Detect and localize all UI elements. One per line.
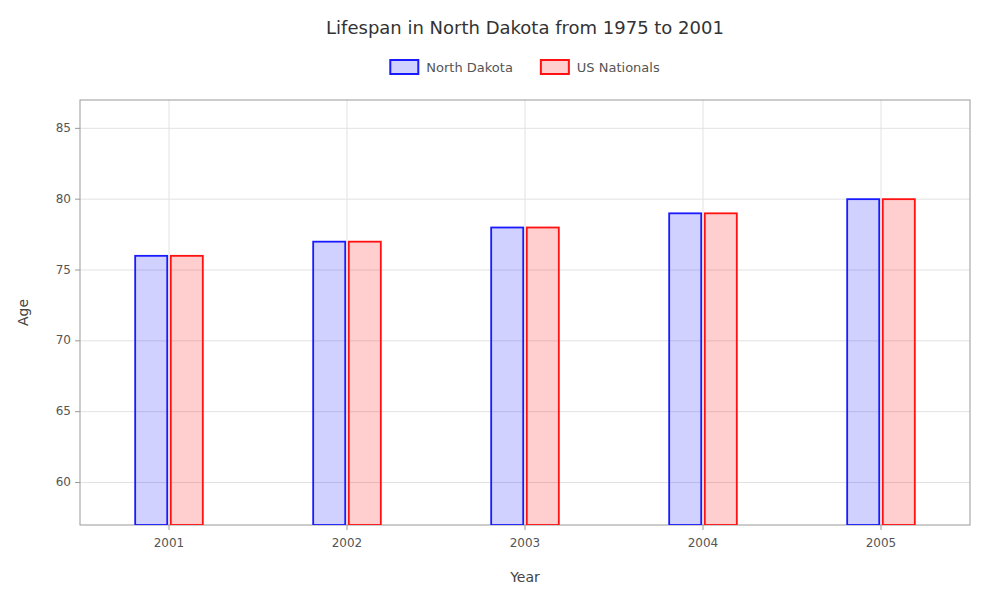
x-grid-line xyxy=(169,100,170,525)
x-tick-label: 2001 xyxy=(154,536,185,550)
y-tick xyxy=(75,270,80,271)
bar xyxy=(883,199,915,525)
x-tick xyxy=(525,525,526,530)
x-axis-label: Year xyxy=(509,569,540,585)
legend-label: US Nationals xyxy=(577,60,660,75)
bar xyxy=(349,242,381,525)
bar xyxy=(171,256,203,525)
title: Lifespan in North Dakota from 1975 to 20… xyxy=(326,17,724,38)
x-tick-label: 2003 xyxy=(510,536,541,550)
y-tick xyxy=(75,340,80,341)
y-tick xyxy=(75,128,80,129)
y-tick-label: 65 xyxy=(56,404,71,418)
x-grid-line xyxy=(703,100,704,525)
y-tick xyxy=(75,199,80,200)
x-tick-label: 2005 xyxy=(866,536,897,550)
bar xyxy=(491,228,523,526)
bar xyxy=(527,228,559,526)
x-tick xyxy=(703,525,704,530)
bars xyxy=(135,199,915,525)
y-tick xyxy=(75,482,80,483)
y-tick-label: 70 xyxy=(56,333,71,347)
legend-item: North Dakota xyxy=(390,60,513,75)
x-tick xyxy=(881,525,882,530)
legend-swatch xyxy=(390,60,418,74)
x-grid-line xyxy=(881,100,882,525)
x-tick-label: 2002 xyxy=(332,536,363,550)
chart: 60 65 70 75 80 85 2001 2002 2003 2004 2005 Year Age L… xyxy=(0,0,1000,600)
y-tick-label: 80 xyxy=(56,192,71,206)
x-tick xyxy=(347,525,348,530)
bar xyxy=(669,213,701,525)
legend-item: US Nationals xyxy=(541,60,660,75)
x-grid-line xyxy=(347,100,348,525)
y-tick-label: 85 xyxy=(56,121,71,135)
y-tick xyxy=(75,411,80,412)
bar xyxy=(135,256,167,525)
legend-label: North Dakota xyxy=(426,60,513,75)
y-axis-label: Age xyxy=(15,299,31,326)
grid xyxy=(80,100,970,525)
legend: North Dakota US Nationals xyxy=(390,60,660,75)
y-tick-label: 60 xyxy=(56,475,71,489)
x-grid-line xyxy=(525,100,526,525)
x-tick xyxy=(169,525,170,530)
legend-swatch xyxy=(541,60,569,74)
chart-container: 60 65 70 75 80 85 2001 2002 2003 2004 2005 Year Age L… xyxy=(0,0,1000,600)
bar xyxy=(313,242,345,525)
x-tick-label: 2004 xyxy=(688,536,719,550)
plot-frame xyxy=(80,100,970,525)
y-tick-label: 75 xyxy=(56,263,71,277)
bar xyxy=(847,199,879,525)
bar xyxy=(705,213,737,525)
